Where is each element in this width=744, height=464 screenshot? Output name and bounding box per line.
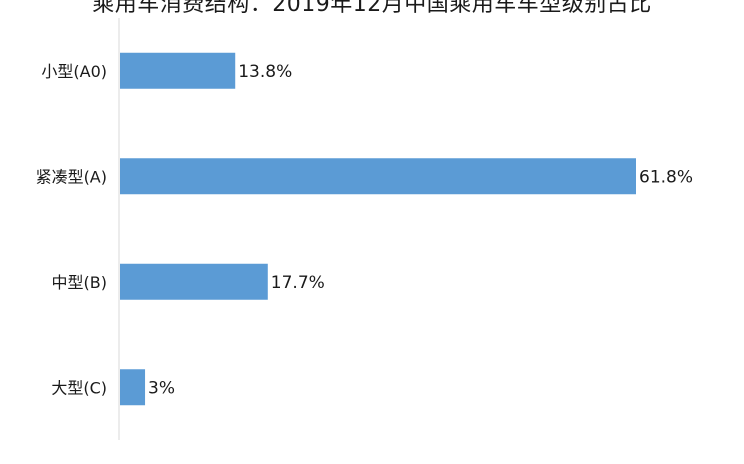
chart-title: 乘用车消费结构：2019年12月中国乘用车车型级别占比 xyxy=(92,0,652,17)
data-label: 17.7% xyxy=(271,273,325,293)
data-label: 61.8% xyxy=(639,167,693,187)
bar xyxy=(120,158,636,195)
category-tick-label: 中型(B) xyxy=(52,273,107,292)
data-label: 13.8% xyxy=(238,62,292,82)
category-tick-label: 小型(A0) xyxy=(41,62,107,81)
category-tick-label: 紧凑型(A) xyxy=(36,167,107,186)
bar xyxy=(120,369,146,406)
bar xyxy=(120,52,236,89)
bar xyxy=(120,263,268,300)
data-label: 3% xyxy=(148,378,175,398)
category-tick-label: 大型(C) xyxy=(51,378,107,397)
